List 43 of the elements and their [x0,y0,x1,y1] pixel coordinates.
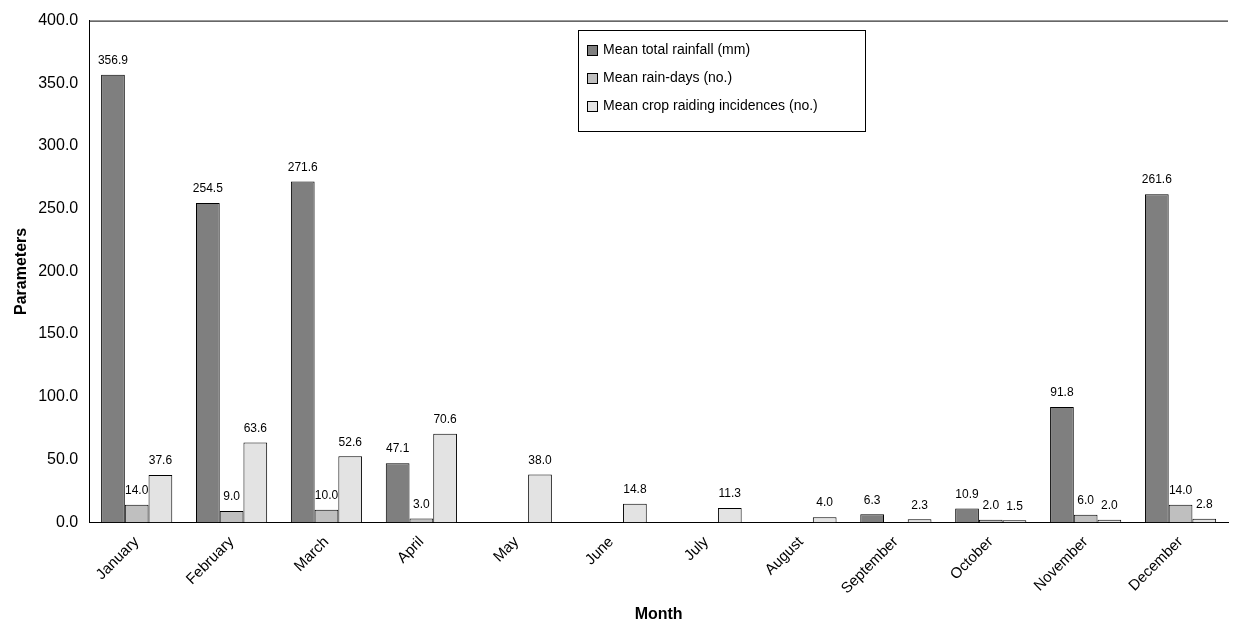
y-tick-label: 350.0 [38,73,79,91]
y-tick-label: 0.0 [55,512,79,530]
data-label: 14.0 [1168,482,1193,497]
data-label: 37.6 [148,453,173,468]
y-tick-label: 250.0 [38,199,79,217]
data-label: 52.6 [338,434,363,449]
data-label: 10.0 [314,487,339,502]
legend-label: Mean rain-days (no.) [603,69,733,85]
y-axis-title: Parameters [12,227,30,315]
legend-label: Mean crop raiding incidences (no.) [603,97,818,113]
data-label: 38.0 [528,452,552,467]
y-tick-label: 300.0 [38,136,79,154]
x-axis-title: Month [634,604,683,622]
data-label: 1.5 [1006,498,1024,513]
data-label: 6.3 [863,492,881,507]
data-label: 47.1 [385,441,410,456]
data-label: 356.9 [97,52,129,67]
data-label: 11.3 [718,486,742,501]
data-label: 254.5 [192,181,224,196]
data-label: 4.0 [816,495,834,510]
data-label: 2.3 [911,497,929,512]
x-tick-label: May [489,532,522,565]
data-label: 63.6 [243,420,268,435]
data-label: 14.8 [623,481,647,496]
data-label: 2.0 [1101,497,1119,512]
data-label: 6.0 [1077,492,1095,507]
data-label: 271.6 [287,159,319,174]
y-tick-label: 100.0 [38,387,79,405]
data-label: 91.8 [1050,385,1074,400]
data-label: 10.9 [955,486,980,501]
data-label: 3.0 [413,496,431,511]
data-label: 2.8 [1195,496,1213,511]
data-label: 2.0 [982,497,1000,512]
y-tick-label: 200.0 [38,261,79,279]
y-tick-label: 150.0 [38,324,79,342]
x-tick-label: July [680,532,712,564]
y-tick-label: 400.0 [38,11,79,29]
data-label: 14.0 [125,482,149,497]
data-label: 9.0 [223,489,241,504]
legend-label: Mean total rainfall (mm) [603,41,751,57]
y-tick-label: 50.0 [47,449,79,467]
data-label: 70.6 [433,411,458,426]
data-label: 261.6 [1141,172,1173,187]
